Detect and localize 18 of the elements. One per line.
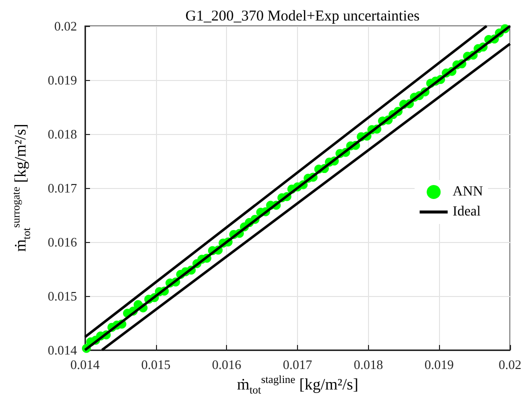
y-tick-label: 0.015 <box>48 288 77 304</box>
legend-label: Ideal <box>452 204 481 220</box>
y-tick-label: 0.016 <box>48 234 78 250</box>
y-tick-label: 0.02 <box>54 18 77 34</box>
y-tick-label: 0.019 <box>48 72 77 88</box>
x-tick-label: 0.019 <box>424 357 454 372</box>
chart-title: G1_200_370 Model+Exp uncertainties <box>185 8 420 24</box>
x-tick-label: 0.014 <box>70 357 100 372</box>
y-tick-label: 0.018 <box>48 126 77 142</box>
legend-label: ANN <box>452 184 484 200</box>
x-tick-label: 0.015 <box>141 357 170 372</box>
y-tick-label: 0.017 <box>48 180 78 196</box>
x-tick-label: 0.02 <box>498 357 522 372</box>
x-tick-label: 0.017 <box>282 357 313 372</box>
x-tick-label: 0.018 <box>354 357 383 372</box>
y-tick-label: 0.014 <box>48 342 78 358</box>
x-axis-title: ṁ$_{tot}$$^{stagline}$ [kg/m²/s] <box>237 374 358 397</box>
x-tick-label: 0.016 <box>212 357 242 372</box>
